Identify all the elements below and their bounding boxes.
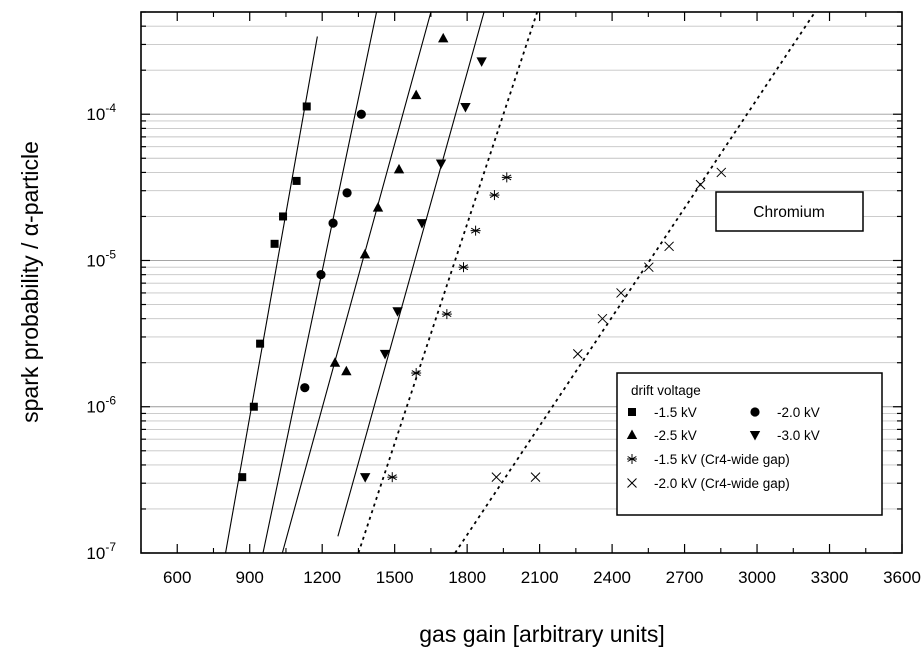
- legend-title: drift voltage: [631, 383, 701, 398]
- y-tick-label: 10-6: [86, 394, 116, 417]
- marker-shape: [417, 219, 427, 229]
- marker-shape: [303, 102, 311, 110]
- x-tick-label: 1500: [376, 568, 414, 587]
- data-point-triangle-down: [417, 219, 427, 229]
- data-point-cross: [573, 349, 582, 358]
- x-tick-label: 600: [163, 568, 191, 587]
- x-tick-label: 3000: [738, 568, 776, 587]
- data-point-triangle-up: [330, 357, 340, 367]
- data-point-cross: [696, 180, 705, 189]
- data-point-asterisk: [387, 472, 397, 482]
- data-point-triangle-up: [438, 33, 448, 43]
- marker-shape: [360, 473, 370, 483]
- data-point-triangle-up: [411, 90, 421, 100]
- marker-shape: [436, 160, 446, 170]
- marker-shape: [256, 340, 264, 348]
- data-point-triangle-up: [341, 366, 351, 376]
- legend-marker-square: [628, 408, 636, 416]
- marker-shape: [394, 164, 404, 174]
- fit-line: [263, 12, 377, 553]
- x-axis-title: gas gain [arbitrary units]: [419, 621, 664, 647]
- data-point-circle: [357, 110, 366, 119]
- marker-shape: [293, 177, 301, 185]
- y-axis-title: spark probability / α-particle: [17, 141, 43, 423]
- data-point-asterisk: [471, 226, 481, 236]
- marker-shape: [628, 408, 636, 416]
- marker-shape: [300, 383, 309, 392]
- data-point-circle: [316, 270, 325, 279]
- marker-shape: [238, 473, 246, 481]
- data-point-triangle-down: [476, 57, 486, 67]
- data-point-cross: [492, 473, 501, 482]
- data-point-square: [238, 473, 246, 481]
- legend-label: -2.5 kV: [654, 428, 697, 443]
- data-point-square: [256, 340, 264, 348]
- marker-shape: [279, 212, 287, 220]
- data-point-triangle-down: [392, 307, 402, 317]
- data-point-asterisk: [442, 309, 452, 319]
- data-point-cross: [531, 473, 540, 482]
- marker-shape: [411, 90, 421, 100]
- legend: drift voltage -1.5 kV -2.0 kV -2.5 kV -3.0 …: [617, 373, 882, 515]
- data-point-asterisk: [459, 262, 469, 272]
- data-point-triangle-up: [360, 249, 370, 258]
- x-tick-label: 2400: [593, 568, 631, 587]
- data-point-triangle-down: [360, 473, 370, 483]
- marker-shape: [438, 33, 448, 43]
- data-point-square: [303, 102, 311, 110]
- marker-shape: [271, 240, 279, 248]
- fit-line: [358, 12, 537, 553]
- data-point-square: [271, 240, 279, 248]
- data-point-square: [250, 403, 258, 411]
- legend-label: -2.0 kV: [777, 405, 820, 420]
- data-point-circle: [342, 188, 351, 197]
- y-tick-label: 10-4: [86, 101, 116, 124]
- legend-label: -2.0 kV (Cr4-wide gap): [654, 476, 790, 491]
- data-point-triangle-up: [373, 202, 383, 212]
- x-tick-label: 1800: [448, 568, 486, 587]
- y-tick-label: 10-7: [86, 540, 116, 563]
- marker-shape: [476, 57, 486, 67]
- data-point-triangle-down: [436, 160, 446, 170]
- data-point-circle: [328, 219, 337, 228]
- x-tick-label: 2100: [521, 568, 559, 587]
- marker-shape: [316, 270, 325, 279]
- data-point-triangle-up: [394, 164, 404, 174]
- marker-shape: [373, 202, 383, 212]
- marker-shape: [250, 403, 258, 411]
- legend-marker-circle: [750, 407, 759, 416]
- data-point-circle: [300, 383, 309, 392]
- x-tick-label: 900: [236, 568, 264, 587]
- legend-label: -1.5 kV: [654, 405, 697, 420]
- marker-shape: [330, 357, 340, 367]
- y-tick-label: 10-5: [86, 247, 116, 270]
- marker-shape: [342, 188, 351, 197]
- marker-shape: [392, 307, 402, 317]
- x-tick-label: 3300: [811, 568, 849, 587]
- marker-shape: [357, 110, 366, 119]
- marker-shape: [750, 407, 759, 416]
- data-point-triangle-down: [460, 103, 470, 113]
- data-point-square: [279, 212, 287, 220]
- annotation-box: Chromium: [716, 192, 863, 231]
- marker-shape: [360, 249, 370, 258]
- data-point-asterisk: [411, 368, 421, 378]
- x-tick-label: 3600: [883, 568, 921, 587]
- data-point-asterisk: [502, 172, 512, 182]
- legend-label: -1.5 kV (Cr4-wide gap): [654, 452, 790, 467]
- x-tick-label: 2700: [666, 568, 704, 587]
- data-point-asterisk: [489, 190, 499, 200]
- marker-shape: [341, 366, 351, 376]
- data-point-cross: [665, 242, 674, 251]
- marker-shape: [328, 219, 337, 228]
- annotation-label: Chromium: [753, 204, 824, 221]
- legend-label: -3.0 kV: [777, 428, 820, 443]
- x-tick-label: 1200: [303, 568, 341, 587]
- data-point-square: [293, 177, 301, 185]
- marker-shape: [460, 103, 470, 113]
